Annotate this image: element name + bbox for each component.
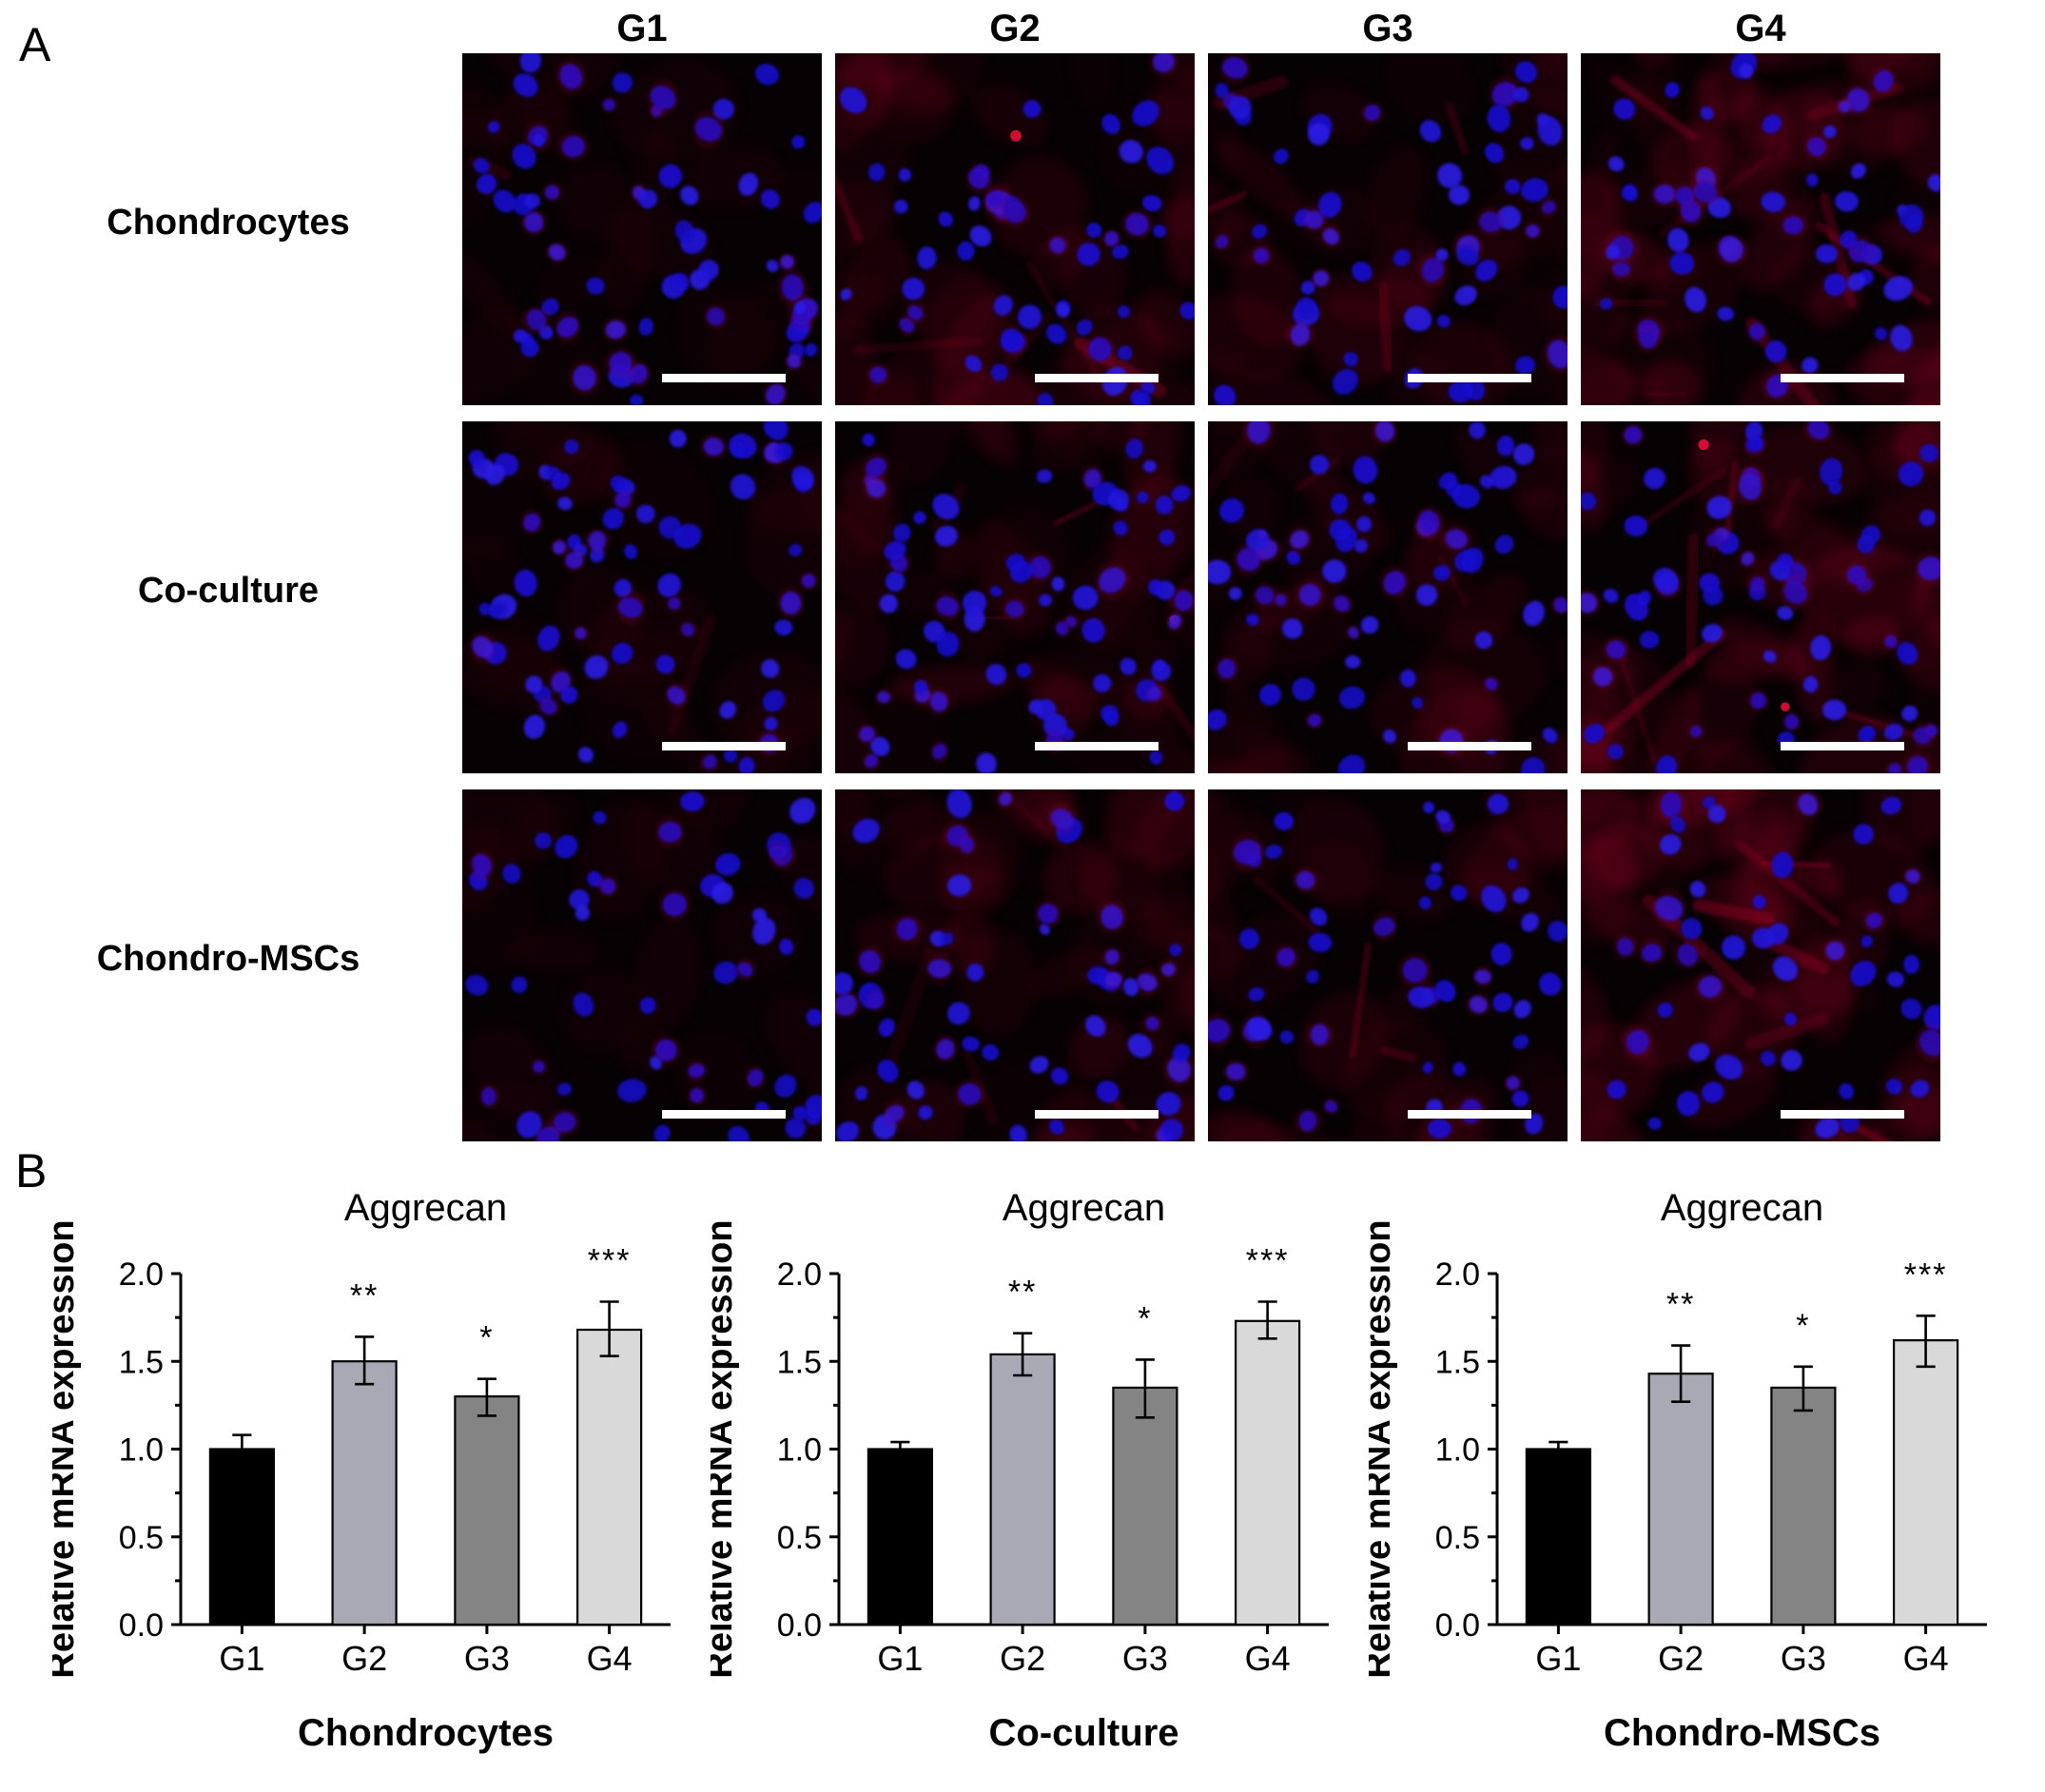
svg-text:*: * — [1796, 1308, 1810, 1344]
svg-text:G2: G2 — [1658, 1639, 1704, 1678]
svg-text:2.0: 2.0 — [119, 1256, 164, 1293]
svg-text:***: *** — [1904, 1256, 1948, 1293]
svg-text:Aggrecan: Aggrecan — [1003, 1187, 1165, 1229]
svg-text:G4: G4 — [1903, 1639, 1949, 1678]
svg-text:*: * — [479, 1320, 494, 1356]
svg-text:***: *** — [1246, 1243, 1290, 1279]
svg-text:0.5: 0.5 — [777, 1520, 822, 1556]
svg-text:1.0: 1.0 — [777, 1432, 822, 1469]
svg-text:0.0: 0.0 — [119, 1607, 164, 1644]
svg-text:G3: G3 — [464, 1639, 510, 1678]
svg-text:G3: G3 — [1122, 1639, 1168, 1678]
svg-text:1.0: 1.0 — [119, 1432, 164, 1469]
svg-text:0.0: 0.0 — [777, 1607, 822, 1644]
svg-text:0.0: 0.0 — [1435, 1607, 1480, 1644]
svg-text:1.5: 1.5 — [119, 1344, 164, 1380]
svg-text:Aggrecan: Aggrecan — [1661, 1187, 1823, 1229]
svg-text:Chondro-MSCs: Chondro-MSCs — [1604, 1712, 1880, 1754]
svg-text:0.5: 0.5 — [119, 1520, 164, 1556]
svg-text:1.5: 1.5 — [777, 1344, 822, 1380]
svg-text:G2: G2 — [341, 1639, 387, 1678]
svg-text:G3: G3 — [1781, 1639, 1826, 1678]
svg-text:1.0: 1.0 — [1435, 1432, 1480, 1469]
svg-text:Aggrecan: Aggrecan — [344, 1187, 507, 1229]
svg-text:G1: G1 — [877, 1639, 923, 1678]
svg-text:Relative mRNA expression: Relative mRNA expression — [52, 1219, 82, 1678]
svg-text:G2: G2 — [1000, 1639, 1045, 1678]
svg-text:1.5: 1.5 — [1435, 1344, 1480, 1380]
svg-text:Relative mRNA expression: Relative mRNA expression — [711, 1219, 740, 1678]
svg-text:G4: G4 — [587, 1639, 633, 1678]
svg-text:G1: G1 — [1535, 1639, 1581, 1678]
svg-text:Chondrocytes: Chondrocytes — [298, 1712, 554, 1754]
svg-text:**: ** — [1008, 1275, 1037, 1311]
svg-text:***: *** — [588, 1243, 632, 1279]
svg-text:G4: G4 — [1245, 1639, 1291, 1678]
svg-text:2.0: 2.0 — [1435, 1256, 1480, 1293]
svg-text:0.5: 0.5 — [1435, 1520, 1480, 1556]
svg-text:**: ** — [350, 1277, 379, 1314]
svg-text:**: ** — [1666, 1287, 1695, 1323]
svg-text:2.0: 2.0 — [777, 1256, 822, 1293]
svg-text:*: * — [1138, 1300, 1152, 1336]
svg-text:G1: G1 — [219, 1639, 264, 1678]
svg-text:Relative mRNA expression: Relative mRNA expression — [1369, 1219, 1398, 1678]
svg-text:Co-culture: Co-culture — [989, 1712, 1179, 1754]
